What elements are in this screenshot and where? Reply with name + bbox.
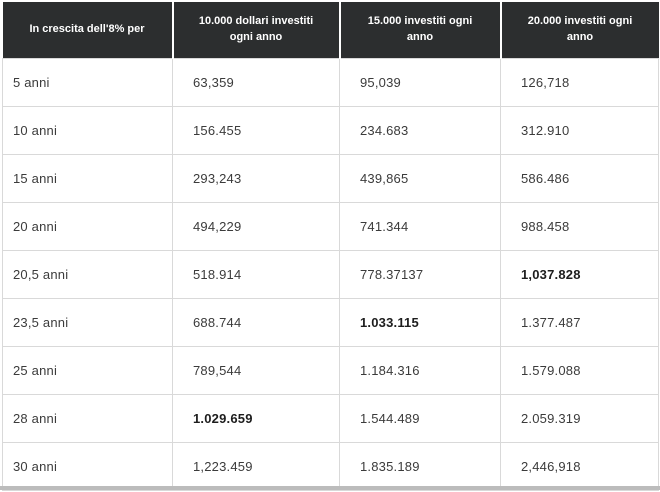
table-cell: 494,229: [172, 202, 340, 251]
row-label: 15 anni: [2, 154, 173, 203]
table-cell: 1,223.459: [172, 442, 340, 491]
table-cell: 1.029.659: [172, 394, 340, 443]
table-cell: 518.914: [172, 250, 340, 299]
table-body: 5 anni 63,359 95,039 126,718 10 anni 156.455 2…: [2, 58, 659, 491]
table-cell: 789,544: [172, 346, 340, 395]
table-cell: 234.683: [339, 106, 501, 155]
table-cell: 439,865: [339, 154, 501, 203]
header-growth-rate: In crescita dell'8% per: [2, 2, 174, 59]
table-row: 23,5 anni 688.744 1.033.115 1.377.487: [2, 298, 659, 347]
table-row: 25 anni 789,544 1.184.316 1.579.088: [2, 346, 659, 395]
table-cell: 688.744: [172, 298, 340, 347]
table-cell: 1.184.316: [339, 346, 501, 395]
table-cell: 312.910: [500, 106, 659, 155]
table-row: 20 anni 494,229 741.344 988.458: [2, 202, 659, 251]
row-label: 23,5 anni: [2, 298, 173, 347]
table-cell: 586.486: [500, 154, 659, 203]
table-row: 30 anni 1,223.459 1.835.189 2,446,918: [2, 442, 659, 491]
row-label: 10 anni: [2, 106, 173, 155]
table-row: 20,5 anni 518.914 778.37137 1,037.828: [2, 250, 659, 299]
table-header: In crescita dell'8% per 10.000 dollari i…: [2, 2, 659, 59]
table-row: 10 anni 156.455 234.683 312.910: [2, 106, 659, 155]
header-row: In crescita dell'8% per 10.000 dollari i…: [2, 2, 659, 59]
table-row: 5 anni 63,359 95,039 126,718: [2, 58, 659, 107]
table-cell: 2,446,918: [500, 442, 659, 491]
table-cell: 1,037.828: [500, 250, 659, 299]
table-cell: 156.455: [172, 106, 340, 155]
row-label: 20,5 anni: [2, 250, 173, 299]
table-cell: 1.835.189: [339, 442, 501, 491]
table-row: 15 anni 293,243 439,865 586.486: [2, 154, 659, 203]
header-20000-invested: 20.000 investiti ogni anno: [500, 2, 659, 59]
row-label: 28 anni: [2, 394, 173, 443]
row-label: 30 anni: [2, 442, 173, 491]
table-cell: 126,718: [500, 58, 659, 107]
table-cell: 1.544.489: [339, 394, 501, 443]
table-cell: 1.033.115: [339, 298, 501, 347]
table-cell: 778.37137: [339, 250, 501, 299]
table-cell: 2.059.319: [500, 394, 659, 443]
table-cell: 293,243: [172, 154, 340, 203]
row-label: 25 anni: [2, 346, 173, 395]
table-cell: 988.458: [500, 202, 659, 251]
table-cell: 1.579.088: [500, 346, 659, 395]
table-cell: 95,039: [339, 58, 501, 107]
table-cell: 63,359: [172, 58, 340, 107]
table-cell: 741.344: [339, 202, 501, 251]
table-row: 28 anni 1.029.659 1.544.489 2.059.319: [2, 394, 659, 443]
row-label: 5 anni: [2, 58, 173, 107]
header-10000-invested: 10.000 dollari investiti ogni anno: [172, 2, 341, 59]
horizontal-scrollbar[interactable]: [0, 486, 660, 490]
header-15000-invested: 15.000 investiti ogni anno: [339, 2, 502, 59]
row-label: 20 anni: [2, 202, 173, 251]
table-cell: 1.377.487: [500, 298, 659, 347]
